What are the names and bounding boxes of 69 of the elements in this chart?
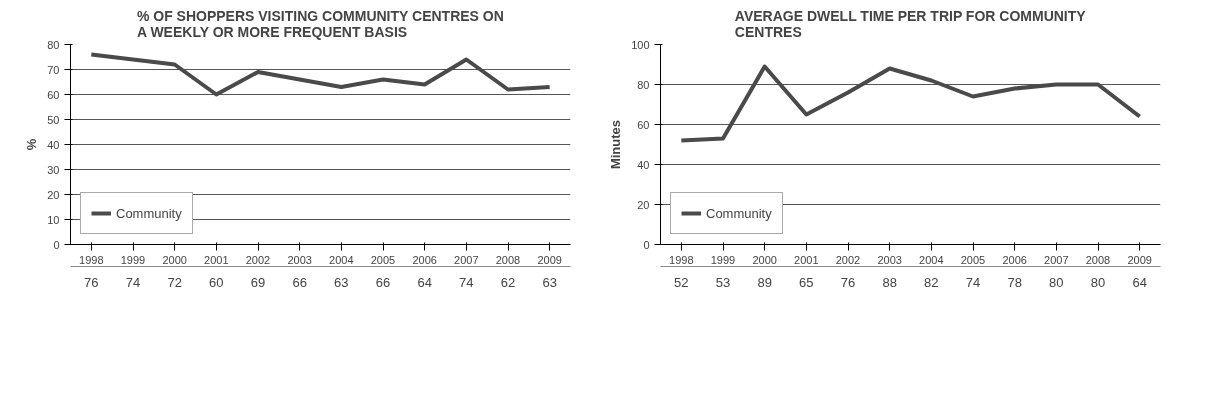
x-tick-label: 2008 [1085,253,1111,266]
y-axis-title: Minutes [608,119,624,170]
x-tick-label: 2007 [454,253,479,266]
chart-title: % OF SHOPPERS VISITING COMMUNITY CENTRES ON A WEEKLY OR MORE FREQUENT BASIS [136,7,504,40]
data-label: 64 [417,274,432,290]
data-label: 74 [965,274,981,290]
legend-label: Community [116,205,182,221]
data-label: 66 [375,274,391,290]
data-label: 64 [1132,274,1147,290]
x-tick-label: 2006 [412,253,437,266]
data-label: 69 [250,274,266,290]
data-label: 62 [500,274,516,290]
data-label: 76 [840,274,856,290]
y-axis-title: % [24,138,40,151]
x-tick-label: 1999 [120,253,146,266]
x-tick-label: 2005 [960,253,986,266]
x-tick-label: 2002 [245,253,271,266]
data-label: 82 [924,274,939,290]
y-tick-label: 20 [637,198,650,211]
data-label: 80 [1049,274,1064,290]
x-tick-label: 2009 [537,253,562,266]
y-tick-label: 40 [47,138,60,151]
y-tick-label: 100 [631,38,650,51]
x-tick-label: 2003 [877,253,902,266]
y-tick-label: 80 [637,78,650,91]
data-label: 60 [209,274,224,290]
data-label: 53 [715,274,731,290]
y-tick-label: 50 [47,113,60,126]
x-tick-label: 2005 [370,253,396,266]
x-tick-label: 2001 [204,253,229,266]
x-tick-label: 2006 [1002,253,1027,266]
data-label: 66 [292,274,307,290]
data-label: 89 [757,274,772,290]
y-tick-label: 0 [53,238,60,251]
chart-title: AVERAGE DWELL TIME PER TRIP FOR COMMUNITY CENTRES [734,7,1087,40]
y-tick-label: 60 [637,118,650,131]
data-label: 76 [84,274,99,290]
y-tick-label: 20 [47,188,60,201]
x-tick-label: 2003 [287,253,312,266]
x-tick-label: 1999 [710,253,736,266]
data-label: 52 [674,274,689,290]
data-label: 74 [125,274,141,290]
data-label: 72 [167,274,182,290]
data-label: 63 [334,274,349,290]
x-tick-label: 2008 [495,253,521,266]
y-tick-label: 60 [47,88,60,101]
data-label: 74 [459,274,474,290]
x-tick-label: 2004 [919,253,944,266]
y-tick-label: 80 [47,38,60,51]
y-tick-label: 40 [637,158,650,171]
data-label: 63 [542,274,557,290]
x-tick-label: 2000 [162,253,187,266]
data-label: 88 [882,274,897,290]
x-tick-label: 2001 [794,253,819,266]
x-tick-label: 2000 [752,253,777,266]
data-label: 80 [1090,274,1106,290]
x-tick-label: 2007 [1044,253,1069,266]
data-label: 65 [799,274,814,290]
x-tick-label: 2009 [1127,253,1152,266]
data-label: 78 [1007,274,1022,290]
x-tick-label: 2002 [835,253,861,266]
y-tick-label: 0 [643,238,650,251]
y-tick-label: 30 [47,163,60,176]
x-tick-label: 1998 [669,253,694,266]
legend-label: Community [706,205,772,221]
y-tick-label: 70 [47,63,60,76]
x-tick-label: 1998 [79,253,104,266]
y-tick-label: 10 [47,213,60,226]
x-tick-label: 2004 [329,253,354,266]
